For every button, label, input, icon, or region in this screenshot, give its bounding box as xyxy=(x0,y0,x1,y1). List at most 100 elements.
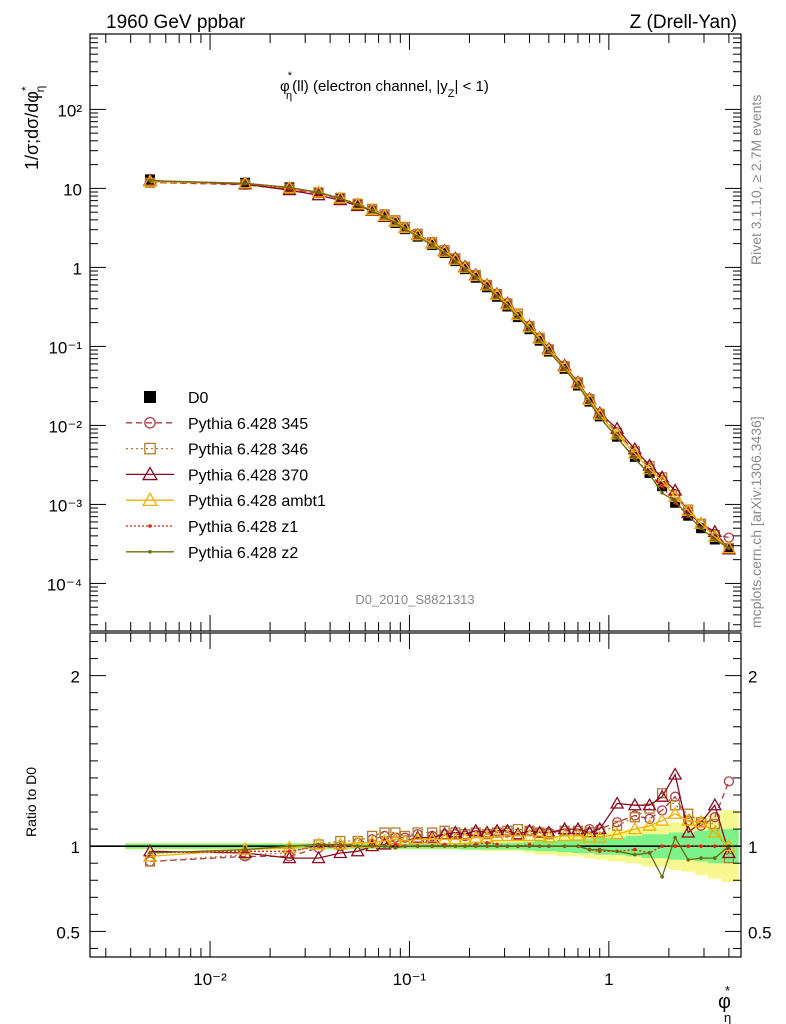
series-point xyxy=(370,209,374,213)
series-point xyxy=(537,338,542,343)
series-point xyxy=(495,294,499,299)
ratio-series-point xyxy=(448,832,463,845)
series-point xyxy=(587,400,592,405)
legend-label: Pythia 6.428 370 xyxy=(188,467,308,484)
svg-text:φ*η: φ* η xyxy=(718,983,731,1024)
chart-title: φ* η(ll) (electron channel, |yZ| < 1) xyxy=(280,70,489,102)
series-point xyxy=(516,315,520,319)
ratio-series-point xyxy=(453,844,458,848)
title-phi: φ xyxy=(280,78,290,95)
side-source-label: mcplots.cern.ch [arXiv:1306.3436] xyxy=(748,416,764,628)
ratio-series-point xyxy=(457,832,473,845)
ratio-series-point xyxy=(686,858,690,862)
series-point xyxy=(609,421,625,434)
ratio-series-point xyxy=(510,828,526,842)
ratio-series-point xyxy=(597,847,602,852)
series-point xyxy=(647,472,652,477)
legend-label: Pythia 6.428 345 xyxy=(188,416,308,433)
series-point xyxy=(355,203,360,207)
series-pythia-6-428-z2 xyxy=(148,178,731,550)
svg-text:φ*η(ll) (electron channel, |yZ: φ* η(ll) (electron channel, |yZ| < 1) xyxy=(280,70,489,102)
ratio-series-point xyxy=(642,797,657,811)
y-tick-label: 1 xyxy=(73,259,82,278)
header-left: 1960 GeV ppbar xyxy=(106,12,246,33)
series-point xyxy=(338,196,343,201)
series-point xyxy=(597,415,602,420)
main-frame xyxy=(89,33,742,632)
series-point xyxy=(686,513,690,518)
ratio-series-point xyxy=(681,825,696,838)
series-point xyxy=(668,483,683,496)
series-point xyxy=(238,175,253,189)
ratio-series-point xyxy=(505,844,510,848)
ratio-series-point xyxy=(425,832,440,845)
legend-item-pythia-6-428-z2: Pythia 6.428 z2 xyxy=(126,545,298,562)
ratio-series-point xyxy=(587,847,592,852)
legend-marker xyxy=(144,391,156,403)
ratio-series-point xyxy=(439,825,450,836)
series-line xyxy=(149,180,730,549)
ratio-series-point xyxy=(647,851,652,855)
header-right: Z (Drell-Yan) xyxy=(630,12,737,33)
ratio-series-point xyxy=(377,837,392,850)
ratio-series-point xyxy=(425,830,440,843)
ratio-series-point xyxy=(485,840,489,845)
series-point xyxy=(430,243,434,247)
ratio-series-point xyxy=(430,844,434,848)
legend-marker xyxy=(141,491,159,507)
ratio-series-point xyxy=(442,844,447,848)
ratio-series-point xyxy=(311,837,326,850)
ratio-frame xyxy=(89,632,742,958)
series-pythia-6-428-345 xyxy=(144,177,735,543)
series-point xyxy=(727,546,731,550)
ratio-series-point xyxy=(668,806,683,819)
ratio-series-point xyxy=(311,850,326,864)
series-point xyxy=(633,456,637,461)
ratio-series-point xyxy=(473,844,478,848)
ratio-series-point xyxy=(660,875,664,879)
ratio-series-point xyxy=(656,788,668,799)
series-point xyxy=(660,484,664,489)
ratio-series-point xyxy=(238,845,253,859)
ratio-series-point xyxy=(393,846,398,850)
ratio-series-point xyxy=(615,849,619,854)
ratio-series-point xyxy=(627,797,642,811)
ratio-series-point xyxy=(522,828,537,842)
ratio-series-point xyxy=(370,844,374,848)
ratio-series-point xyxy=(713,844,717,848)
ratio-series-point xyxy=(333,845,348,859)
ratio-series-point xyxy=(485,844,489,848)
series-point xyxy=(287,185,292,190)
ratio-series-point xyxy=(633,847,637,852)
x-tick-label: 1 xyxy=(604,970,613,989)
legend-item-pythia-6-428-ambt1: Pythia 6.428 ambt1 xyxy=(126,491,326,510)
ratio-y-tick-label: 0.5 xyxy=(56,923,80,942)
ratio-series-point xyxy=(582,830,597,843)
series-point xyxy=(148,178,152,183)
ratio-series-point xyxy=(686,844,690,848)
ratio-series-point xyxy=(532,828,547,842)
ratio-series-point xyxy=(673,835,677,840)
ratio-series-point xyxy=(350,843,365,857)
ratio-series-point xyxy=(415,844,420,848)
ratio-series-point xyxy=(403,844,407,848)
ratio-series-point xyxy=(655,789,670,802)
series-point xyxy=(463,267,467,271)
ratio-series-point xyxy=(142,849,158,862)
series-point xyxy=(243,181,247,186)
y-tick-label: 10⁻³ xyxy=(48,496,82,515)
series-point xyxy=(403,227,407,231)
series-point xyxy=(713,537,717,542)
ratio-series-point xyxy=(382,844,387,848)
series-point xyxy=(311,187,326,201)
ratio-series-point xyxy=(707,797,722,811)
series-point xyxy=(316,190,321,195)
ratio-series-point xyxy=(609,796,625,809)
ratio-series-point xyxy=(316,842,321,847)
legend-label: Pythia 6.428 ambt1 xyxy=(188,493,326,510)
ratio-series-point xyxy=(338,842,343,847)
legend-label: Pythia 6.428 346 xyxy=(188,442,308,459)
main-y-axis-label: 1/σ;dσ/dφ*η xyxy=(19,86,47,170)
ratio-series-point xyxy=(699,844,703,848)
series-point xyxy=(393,221,398,225)
